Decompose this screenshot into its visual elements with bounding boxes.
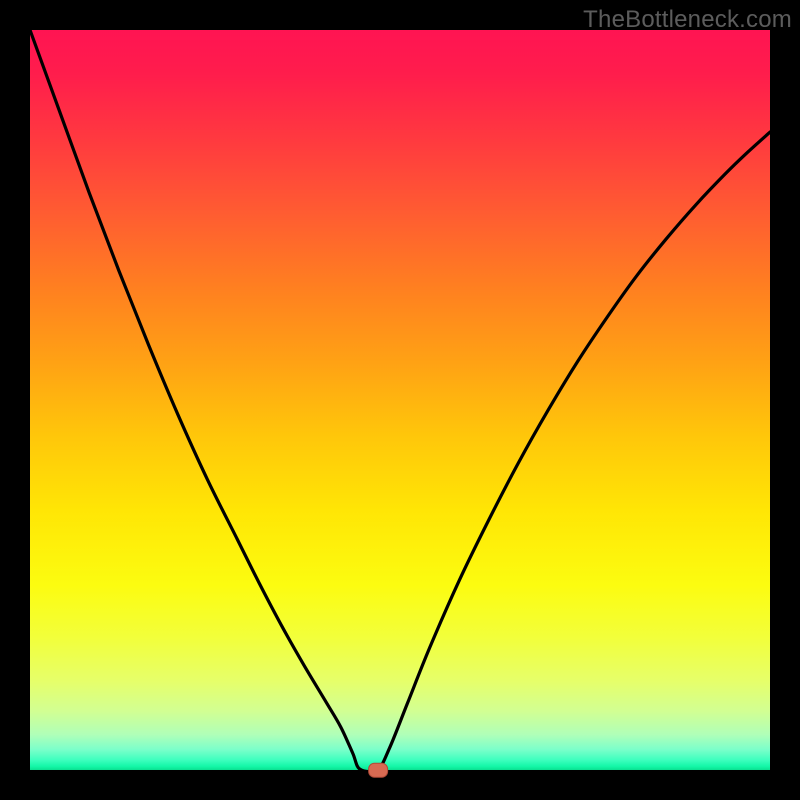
chart-plot-area <box>30 30 770 770</box>
watermark-text: TheBottleneck.com <box>583 6 792 34</box>
bottleneck-marker <box>368 763 388 778</box>
bottleneck-curve <box>30 30 770 770</box>
chart-curves <box>30 30 770 770</box>
